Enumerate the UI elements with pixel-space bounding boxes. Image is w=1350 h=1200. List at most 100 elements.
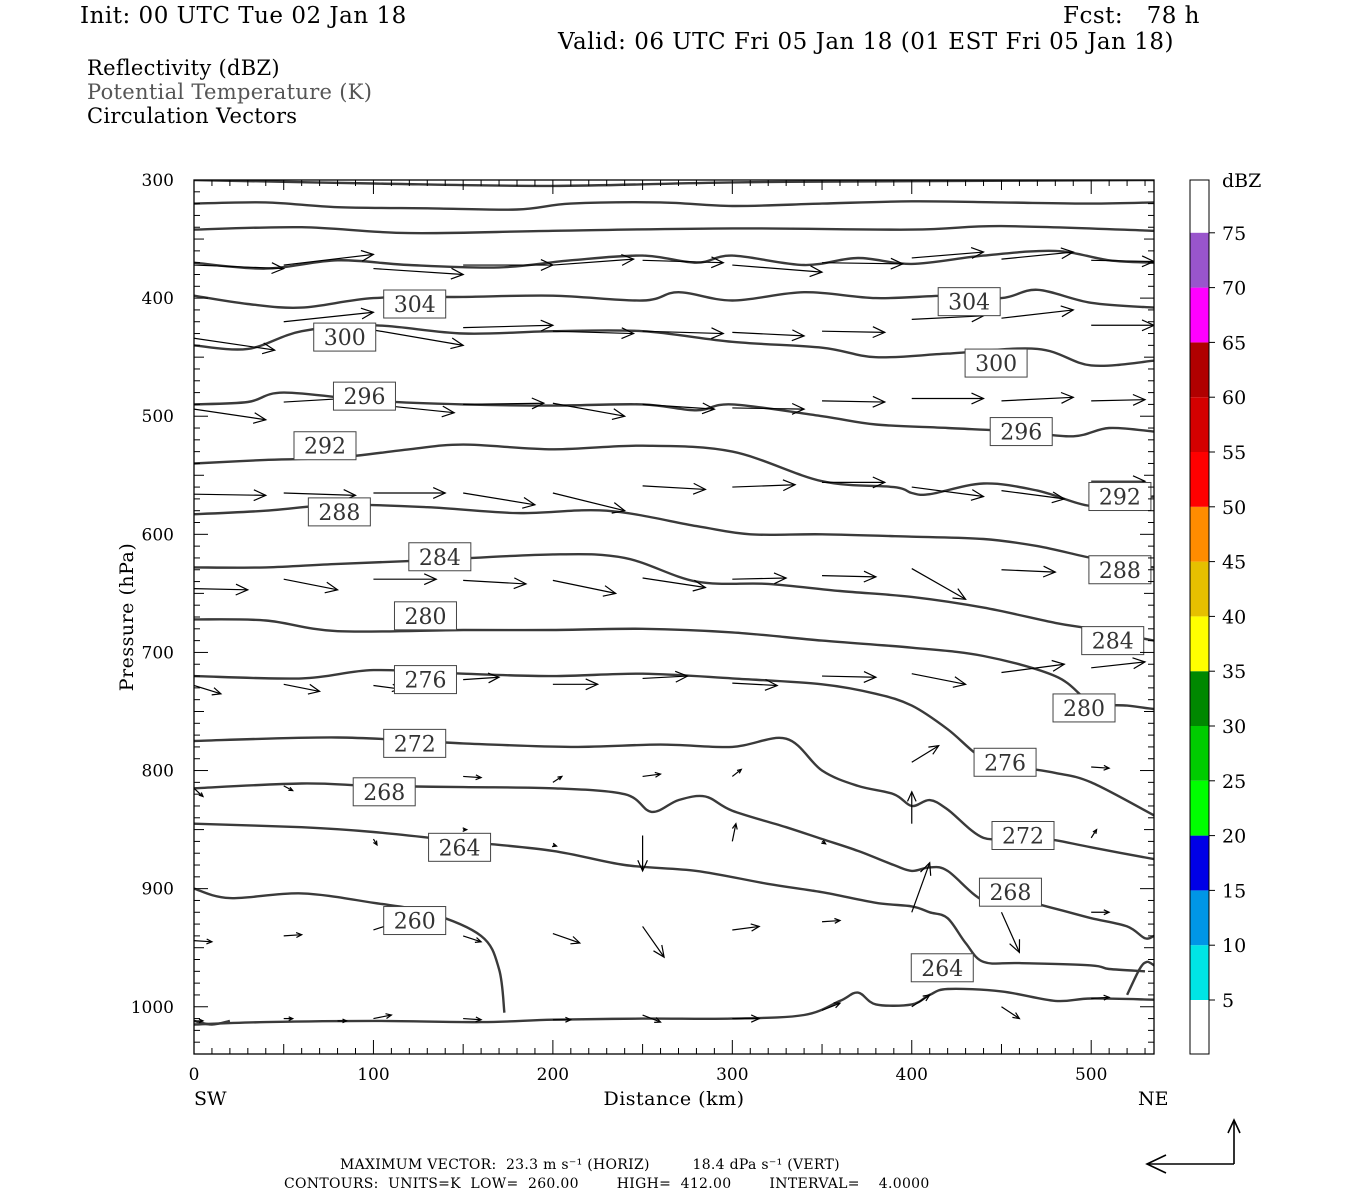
contour-label-text: 296: [343, 385, 385, 410]
forecast-hour: Fcst: 78 h: [1063, 3, 1200, 29]
circulation-vector: [642, 670, 689, 683]
circulation-vector: [911, 744, 940, 763]
circulation-vector: [822, 671, 878, 683]
circulation-vector: [337, 1018, 348, 1024]
y-tick-label: 300: [142, 171, 174, 191]
circulation-vector: [637, 835, 648, 873]
circulation-vector: [373, 267, 465, 280]
theta-contour-line: [194, 618, 1154, 711]
contour-label: 272: [383, 728, 447, 758]
circulation-vector: [194, 262, 286, 275]
colorbar-swatch: [1190, 835, 1209, 891]
colorbar-label: 75: [1222, 223, 1246, 245]
theta-contour-line: [194, 249, 1154, 270]
circulation-vector: [462, 935, 483, 943]
circulation-vector: [1091, 255, 1154, 268]
colorbar-swatch: [1190, 780, 1209, 836]
colorbar-swatch: [1190, 342, 1209, 398]
reference-vector-arrows: [1145, 1118, 1241, 1174]
circulation-vector: [821, 917, 842, 924]
contour-label: 292: [293, 431, 357, 461]
circulation-vector: [283, 785, 295, 792]
contour-label: 300: [313, 322, 377, 352]
x-tick-label: 500: [1075, 1065, 1107, 1085]
circulation-vector: [283, 1016, 295, 1021]
colorbar-label: 60: [1222, 387, 1246, 409]
colorbar-label: 55: [1222, 442, 1246, 464]
contour-label-text: 292: [304, 435, 346, 460]
circulation-vector: [552, 402, 627, 420]
colorbar-label: 25: [1222, 771, 1246, 793]
circulation-vector: [463, 492, 537, 509]
contour-label-text: 304: [394, 293, 436, 318]
circulation-vector: [732, 402, 806, 415]
circulation-vector: [906, 790, 917, 824]
circulation-vector: [283, 683, 322, 695]
circulation-vector: [283, 307, 375, 323]
circulation-vector: [642, 482, 707, 495]
contour-label-text: 284: [1092, 630, 1134, 655]
x-end-label-sw: SW: [194, 1088, 227, 1110]
theta-contour-line: [194, 987, 1154, 1026]
circulation-vector: [822, 395, 887, 408]
colorbar-label: 70: [1222, 278, 1246, 300]
circulation-vector: [642, 327, 725, 340]
circulation-vector: [1091, 994, 1111, 1001]
theta-contour-line: [194, 288, 1154, 309]
circulation-vector: [642, 256, 725, 269]
max-vector-note: MAXIMUM VECTOR: 23.3 m s⁻¹ (HORIZ) 18.4 …: [340, 1157, 840, 1173]
circulation-vector: [194, 938, 214, 945]
circulation-vector: [1091, 319, 1154, 332]
circulation-vector: [1000, 912, 1021, 954]
contour-label: 304: [937, 287, 1001, 317]
circulation-vector: [1001, 565, 1057, 578]
circulation-vector: [552, 932, 582, 945]
contour-label-text: 284: [419, 546, 461, 571]
circulation-vector: [462, 827, 469, 832]
circulation-vector: [911, 568, 967, 601]
contour-label-text: 272: [1002, 825, 1044, 850]
colorbar-swatch: [1190, 726, 1209, 781]
circulation-vector: [911, 994, 931, 1008]
circulation-vector: [463, 319, 555, 332]
y-tick-label: 500: [142, 407, 174, 427]
contour-label-text: 260: [394, 910, 436, 935]
contour-label-text: 276: [984, 751, 1026, 776]
contour-label: 276: [973, 747, 1037, 777]
circulation-vector: [552, 678, 600, 691]
y-tick-label: 700: [142, 643, 174, 663]
circulation-vector: [732, 678, 779, 691]
circulation-vector: [552, 1016, 573, 1023]
theta-contour-line: [1126, 960, 1154, 996]
contour-label-text: 296: [1000, 421, 1042, 446]
y-tick-label: 1000: [131, 998, 174, 1018]
colorbar-label: 10: [1222, 935, 1246, 957]
colorbar-label: 40: [1222, 606, 1246, 628]
contour-label-text: 292: [1099, 486, 1141, 511]
circulation-vector: [373, 573, 438, 586]
circulation-vector: [911, 247, 985, 259]
contour-label-text: 304: [948, 291, 990, 316]
circulation-vector: [821, 1002, 842, 1011]
colorbar-swatch: [1190, 287, 1209, 343]
circulation-vector: [732, 479, 797, 492]
circulation-vector: [822, 326, 887, 339]
plot-frame: [193, 179, 1155, 1055]
circulation-vector: [1091, 657, 1147, 670]
circulation-vector: [1001, 391, 1075, 404]
contour-label: 296: [332, 381, 396, 411]
theta-contour-line: [194, 668, 1154, 817]
contour-label: 264: [428, 832, 492, 862]
circulation-vector: [1001, 305, 1075, 319]
circulation-vector: [373, 1013, 393, 1020]
circulation-vector: [463, 672, 501, 684]
contour-label-text: 268: [363, 781, 405, 806]
axes: 0 100 200 300 400 500 300 400 500 600 700 800 900 100…: [131, 171, 1154, 1085]
contour-label: 288: [307, 497, 371, 527]
theta-contour-line: [194, 552, 1154, 642]
circulation-vector: [552, 327, 636, 340]
x-tick-label: 400: [896, 1065, 928, 1085]
contour-label: 268: [352, 777, 416, 807]
contour-label-text: 280: [404, 605, 446, 630]
colorbar-swatch: [1190, 945, 1209, 1000]
